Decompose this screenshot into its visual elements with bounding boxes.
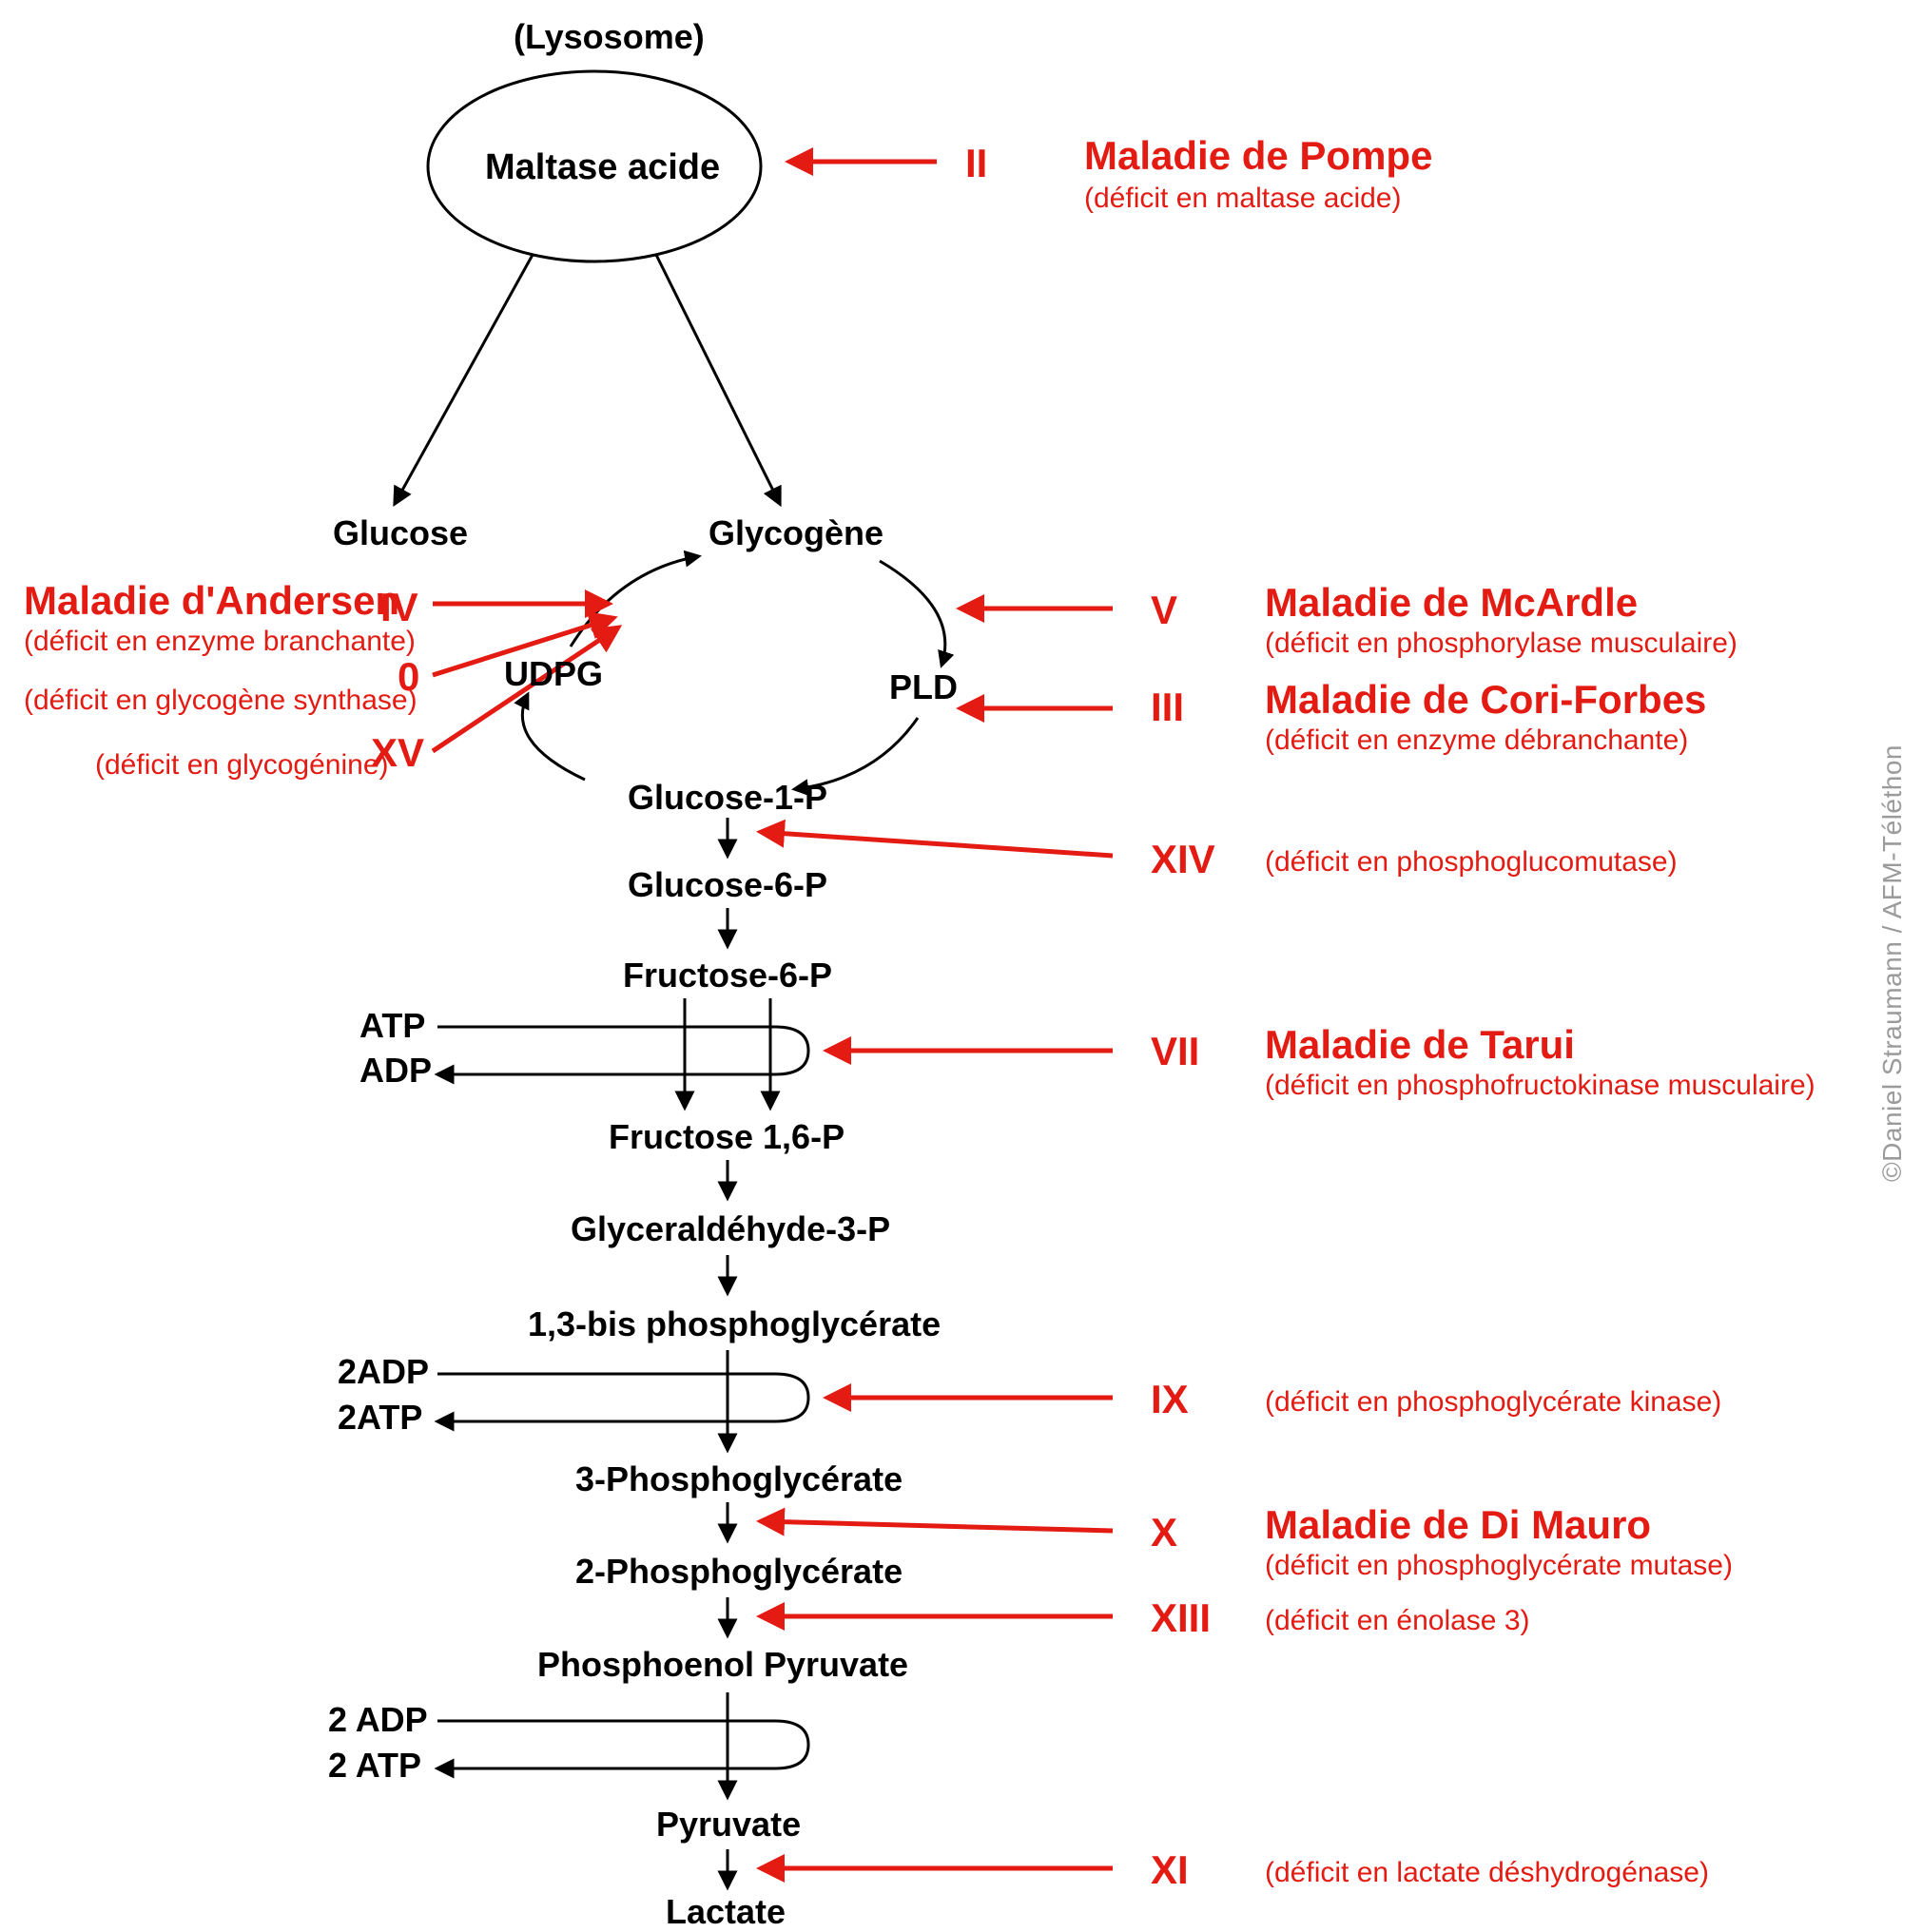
node-g1p: Glucose-1-P (628, 778, 827, 818)
roman-xi: XI (1151, 1847, 1189, 1893)
roman-vii: VII (1151, 1029, 1199, 1074)
disease-iv-def: (déficit en enzyme branchante) (24, 626, 416, 658)
node-pld: PLD (889, 667, 958, 707)
disease-iv-name: Maladie d'Andersen (24, 578, 399, 624)
roman-iii: III (1151, 685, 1184, 730)
disease-x-def: (déficit en phosphoglycérate mutase) (1265, 1550, 1733, 1582)
disease-vii-name: Maladie de Tarui (1265, 1022, 1575, 1068)
connector-layer (0, 0, 1922, 1914)
node-lac: Lactate (666, 1892, 786, 1932)
roman-v: V (1151, 588, 1177, 633)
disease-ii-def: (déficit en maltase acide) (1084, 183, 1402, 215)
node-pep: Phosphoenol Pyruvate (537, 1645, 908, 1685)
roman-x: X (1151, 1510, 1177, 1555)
disease-xv-def: (déficit en glycogénine) (95, 749, 389, 782)
disease-xi-def: (déficit en lactate déshydrogénase) (1265, 1857, 1709, 1889)
node-p2g: 2-Phosphoglycérate (575, 1552, 903, 1592)
node-glucose: Glucose (333, 513, 468, 553)
disease-iii-def: (déficit en enzyme débranchante) (1265, 724, 1688, 757)
roman-xiv: XIV (1151, 837, 1215, 882)
node-atp1b: ADP (359, 1051, 432, 1091)
node-bpg: 1,3-bis phosphoglycérate (528, 1304, 941, 1344)
node-atp2b: 2ATP (338, 1398, 422, 1438)
node-p3g: 3-Phosphoglycérate (575, 1459, 903, 1499)
node-atp3a: 2 ADP (328, 1700, 428, 1740)
node-gly3p: Glyceraldéhyde-3-P (571, 1209, 890, 1249)
roman-ix: IX (1151, 1377, 1189, 1422)
node-udpg: UDPG (504, 654, 603, 694)
node-f6p: Fructose-6-P (623, 956, 832, 995)
disease-iii-name: Maladie de Cori-Forbes (1265, 677, 1706, 723)
lysosome-label: (Lysosome) (514, 17, 705, 57)
diagram-stage: (Lysosome) Maltase acide Glucose Glycogè… (0, 0, 1922, 1914)
roman-xiii: XIII (1151, 1595, 1211, 1641)
node-glycogene: Glycogène (709, 513, 883, 553)
node-pyr: Pyruvate (656, 1805, 801, 1845)
node-g6p: Glucose-6-P (628, 865, 827, 905)
disease-v-def: (déficit en phosphorylase musculaire) (1265, 628, 1738, 660)
roman-ii: II (965, 141, 987, 186)
disease-0-def: (déficit en glycogène synthase) (24, 685, 417, 717)
disease-ii-name: Maladie de Pompe (1084, 133, 1432, 179)
disease-x-name: Maladie de Di Mauro (1265, 1502, 1651, 1548)
node-atp1a: ATP (359, 1006, 425, 1046)
maltase-acide-label: Maltase acide (485, 147, 720, 188)
disease-xiii-def: (déficit en énolase 3) (1265, 1605, 1530, 1637)
node-atp3b: 2 ATP (328, 1746, 421, 1786)
disease-ix-def: (déficit en phosphoglycérate kinase) (1265, 1386, 1721, 1419)
disease-xiv-def: (déficit en phosphoglucomutase) (1265, 846, 1678, 879)
disease-v-name: Maladie de McArdle (1265, 580, 1638, 626)
node-atp2a: 2ADP (338, 1352, 429, 1392)
node-f16p: Fructose 1,6-P (609, 1117, 845, 1157)
credit-text: ©Daniel Straumann / AFM-Téléthon (1877, 744, 1908, 1182)
disease-vii-def: (déficit en phosphofructokinase musculai… (1265, 1070, 1815, 1102)
